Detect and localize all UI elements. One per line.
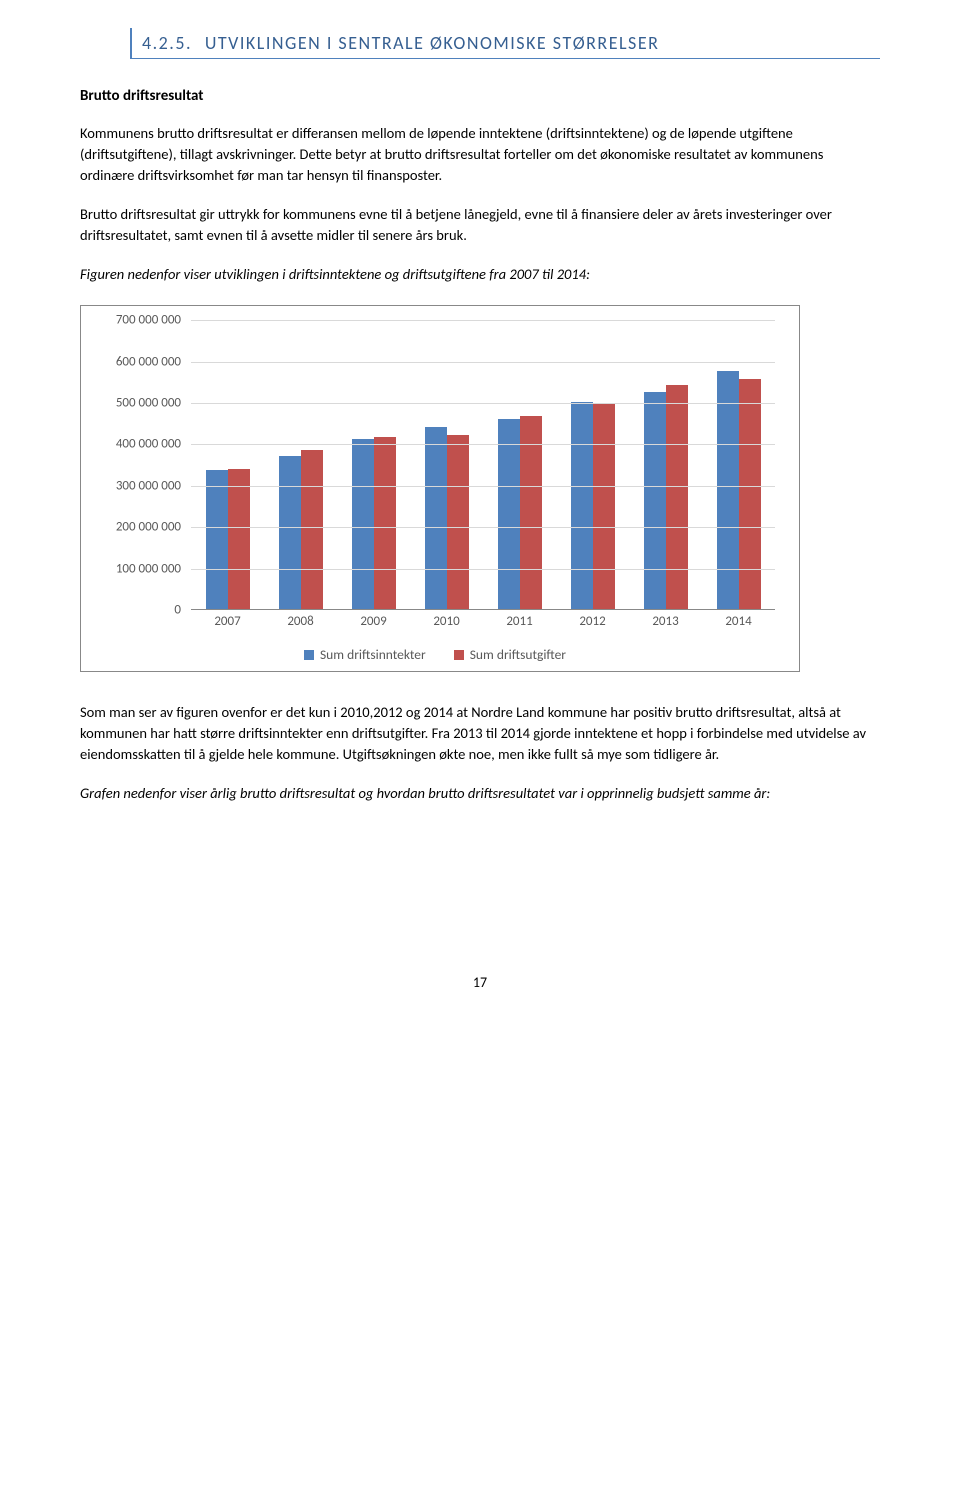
bar: [593, 404, 615, 609]
bar: [666, 385, 688, 609]
bar-group: [337, 437, 410, 609]
y-tick-label: 0: [174, 603, 181, 618]
y-tick-label: 700 000 000: [116, 313, 181, 328]
x-tick-label: 2013: [629, 610, 702, 640]
y-tick-label: 500 000 000: [116, 395, 181, 410]
bar: [228, 469, 250, 609]
section-number: 4.2.5.: [142, 32, 192, 54]
y-tick-label: 600 000 000: [116, 354, 181, 369]
bar-group: [556, 402, 629, 609]
bars-container: [191, 320, 775, 609]
page-number: 17: [80, 974, 880, 991]
grid-line: [191, 486, 775, 487]
paragraph-4: Som man ser av figuren ovenfor er det ku…: [80, 702, 880, 765]
bar: [447, 435, 469, 609]
bar-group: [629, 385, 702, 609]
legend-item: Sum driftsinntekter: [304, 646, 426, 663]
grid-line: [191, 569, 775, 570]
y-axis: 700 000 000600 000 000500 000 000400 000…: [91, 320, 187, 610]
section-header: 4.2.5. UTVIKLINGEN I SENTRALE ØKONOMISKE…: [130, 28, 880, 59]
bar: [206, 470, 228, 609]
x-tick-label: 2014: [702, 610, 775, 640]
bar: [717, 371, 739, 609]
section-title: UTVIKLINGEN I SENTRALE ØKONOMISKE STØRRE…: [205, 32, 660, 54]
x-tick-label: 2008: [264, 610, 337, 640]
x-tick-label: 2007: [191, 610, 264, 640]
y-tick-label: 300 000 000: [116, 478, 181, 493]
x-tick-label: 2010: [410, 610, 483, 640]
y-tick-label: 100 000 000: [116, 561, 181, 576]
bar-group: [264, 450, 337, 610]
legend-swatch: [454, 650, 464, 660]
bar: [739, 379, 761, 609]
paragraph-1: Kommunens brutto driftsresultat er diffe…: [80, 123, 880, 186]
grid-line: [191, 527, 775, 528]
paragraph-2: Brutto driftsresultat gir uttrykk for ko…: [80, 204, 880, 246]
bar: [498, 419, 520, 610]
bar: [279, 456, 301, 609]
bar: [352, 439, 374, 609]
bar-group: [702, 371, 775, 609]
bar: [644, 392, 666, 610]
bar-group: [410, 427, 483, 609]
subheading: Brutto driftsresultat: [80, 87, 880, 105]
x-tick-label: 2012: [556, 610, 629, 640]
grid-line: [191, 444, 775, 445]
y-tick-label: 200 000 000: [116, 520, 181, 535]
x-tick-label: 2009: [337, 610, 410, 640]
bar: [571, 402, 593, 609]
legend-swatch: [304, 650, 314, 660]
grid-line: [191, 320, 775, 321]
bar: [374, 437, 396, 609]
x-tick-label: 2011: [483, 610, 556, 640]
bar: [425, 427, 447, 609]
legend-label: Sum driftsutgifter: [470, 646, 566, 663]
x-axis: 20072008200920102011201220132014: [191, 610, 775, 640]
legend-label: Sum driftsinntekter: [320, 646, 426, 663]
legend-item: Sum driftsutgifter: [454, 646, 566, 663]
grid-line: [191, 403, 775, 404]
bar-group: [191, 469, 264, 609]
bar-chart: 700 000 000 600 000 000 500 000 000 400 000…: [80, 305, 800, 672]
bar: [301, 450, 323, 610]
y-tick-label: 400 000 000: [116, 437, 181, 452]
grid-line: [191, 362, 775, 363]
plot-area: [191, 320, 775, 610]
figure-caption-top: Figuren nedenfor viser utviklingen i dri…: [80, 264, 880, 285]
legend: Sum driftsinntekter Sum driftsutgifter: [81, 646, 789, 663]
figure-caption-bottom: Grafen nedenfor viser årlig brutto drift…: [80, 783, 880, 804]
